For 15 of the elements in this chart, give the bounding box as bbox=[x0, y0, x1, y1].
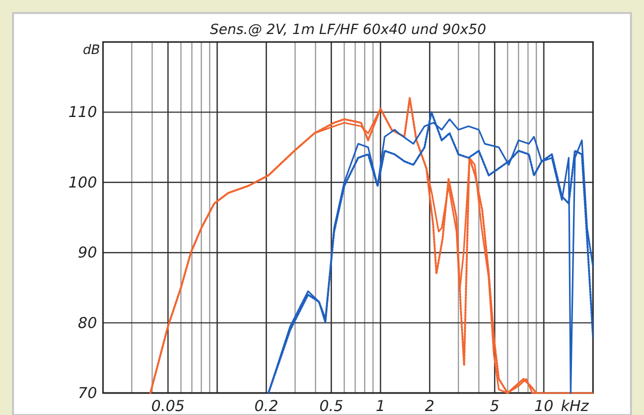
y-axis-title: dB bbox=[82, 43, 100, 58]
x-tick-label: 0.05 bbox=[151, 397, 185, 415]
y-tick-label: 110 bbox=[68, 103, 97, 122]
x-tick-label: 2 bbox=[424, 397, 434, 415]
x-tick-label: 0.5 bbox=[319, 397, 344, 415]
y-tick-label: 100 bbox=[68, 173, 97, 192]
y-tick-label: 80 bbox=[78, 314, 97, 332]
y-tick-label: 70 bbox=[78, 384, 97, 402]
x-tick-label: 1 bbox=[376, 397, 386, 415]
y-tick-label: 90 bbox=[78, 244, 97, 262]
x-tick-label: 5 bbox=[490, 397, 500, 415]
x-axis-title: kHz bbox=[560, 397, 590, 415]
x-tick-label: 10 bbox=[534, 397, 554, 415]
chart-title: Sens.@ 2V, 1m LF/HF 60x40 und 90x50 bbox=[210, 22, 486, 38]
x-tick-label: 0.2 bbox=[254, 397, 278, 415]
